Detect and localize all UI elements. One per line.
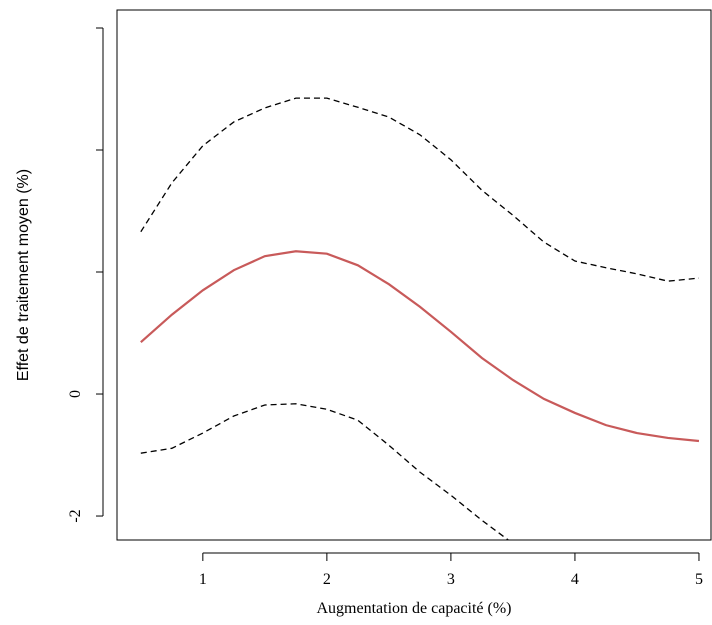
x-tick-label: 4: [571, 571, 579, 588]
series-line: [140, 403, 510, 540]
x-tick-label: 5: [695, 571, 703, 588]
lines: [140, 97, 700, 540]
y-axis-label: Effet de traitement moyen (%): [15, 169, 32, 381]
y-tick-label: -2: [67, 509, 84, 522]
y-tick-label: 0: [67, 390, 84, 398]
x-tick-label: 1: [199, 571, 207, 588]
x-tick-label: 3: [447, 571, 455, 588]
plot-box: [116, 9, 712, 541]
x-tick-label: 2: [323, 571, 331, 588]
x-axis-label: Augmentation de capacité (%): [316, 600, 511, 617]
series-line: [140, 250, 700, 443]
series-line: [140, 97, 700, 282]
